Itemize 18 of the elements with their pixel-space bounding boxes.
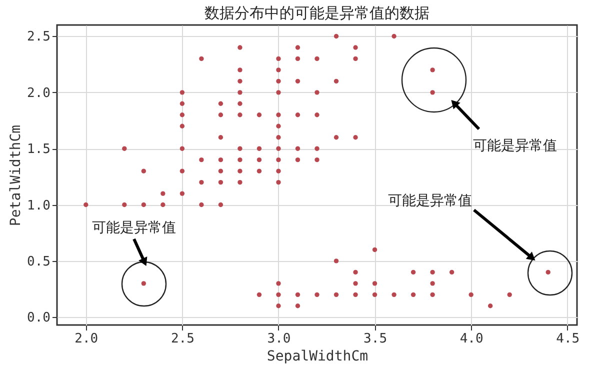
x-tick-label: 2.5 [170, 332, 194, 346]
y-tick-label: 2.5 [27, 30, 50, 45]
x-tick-label: 4.0 [460, 332, 484, 346]
annotation: 可能是异常值 [473, 138, 557, 154]
y-tick-label: 2.0 [27, 86, 50, 101]
y-tick-label: 0.0 [27, 310, 50, 326]
x-tick-label: 3.0 [267, 332, 291, 346]
x-tick-label: 2.0 [74, 332, 98, 346]
annotation: 可能是异常值 [388, 193, 472, 209]
y-tick-label: 1.5 [27, 142, 50, 158]
annotation: 可能是异常值 [92, 220, 176, 236]
chart-title: 数据分布中的可能是异常值的数据 [204, 5, 430, 22]
x-tick-label: 3.5 [364, 332, 388, 346]
y-tick-label: 0.5 [27, 254, 50, 270]
y-axis-title: PetalWidthCm [8, 124, 24, 226]
x-tick-label: 4.5 [556, 332, 580, 346]
y-tick-label: 1.0 [27, 198, 50, 214]
x-axis-title: SepalWidthCm [266, 348, 368, 364]
